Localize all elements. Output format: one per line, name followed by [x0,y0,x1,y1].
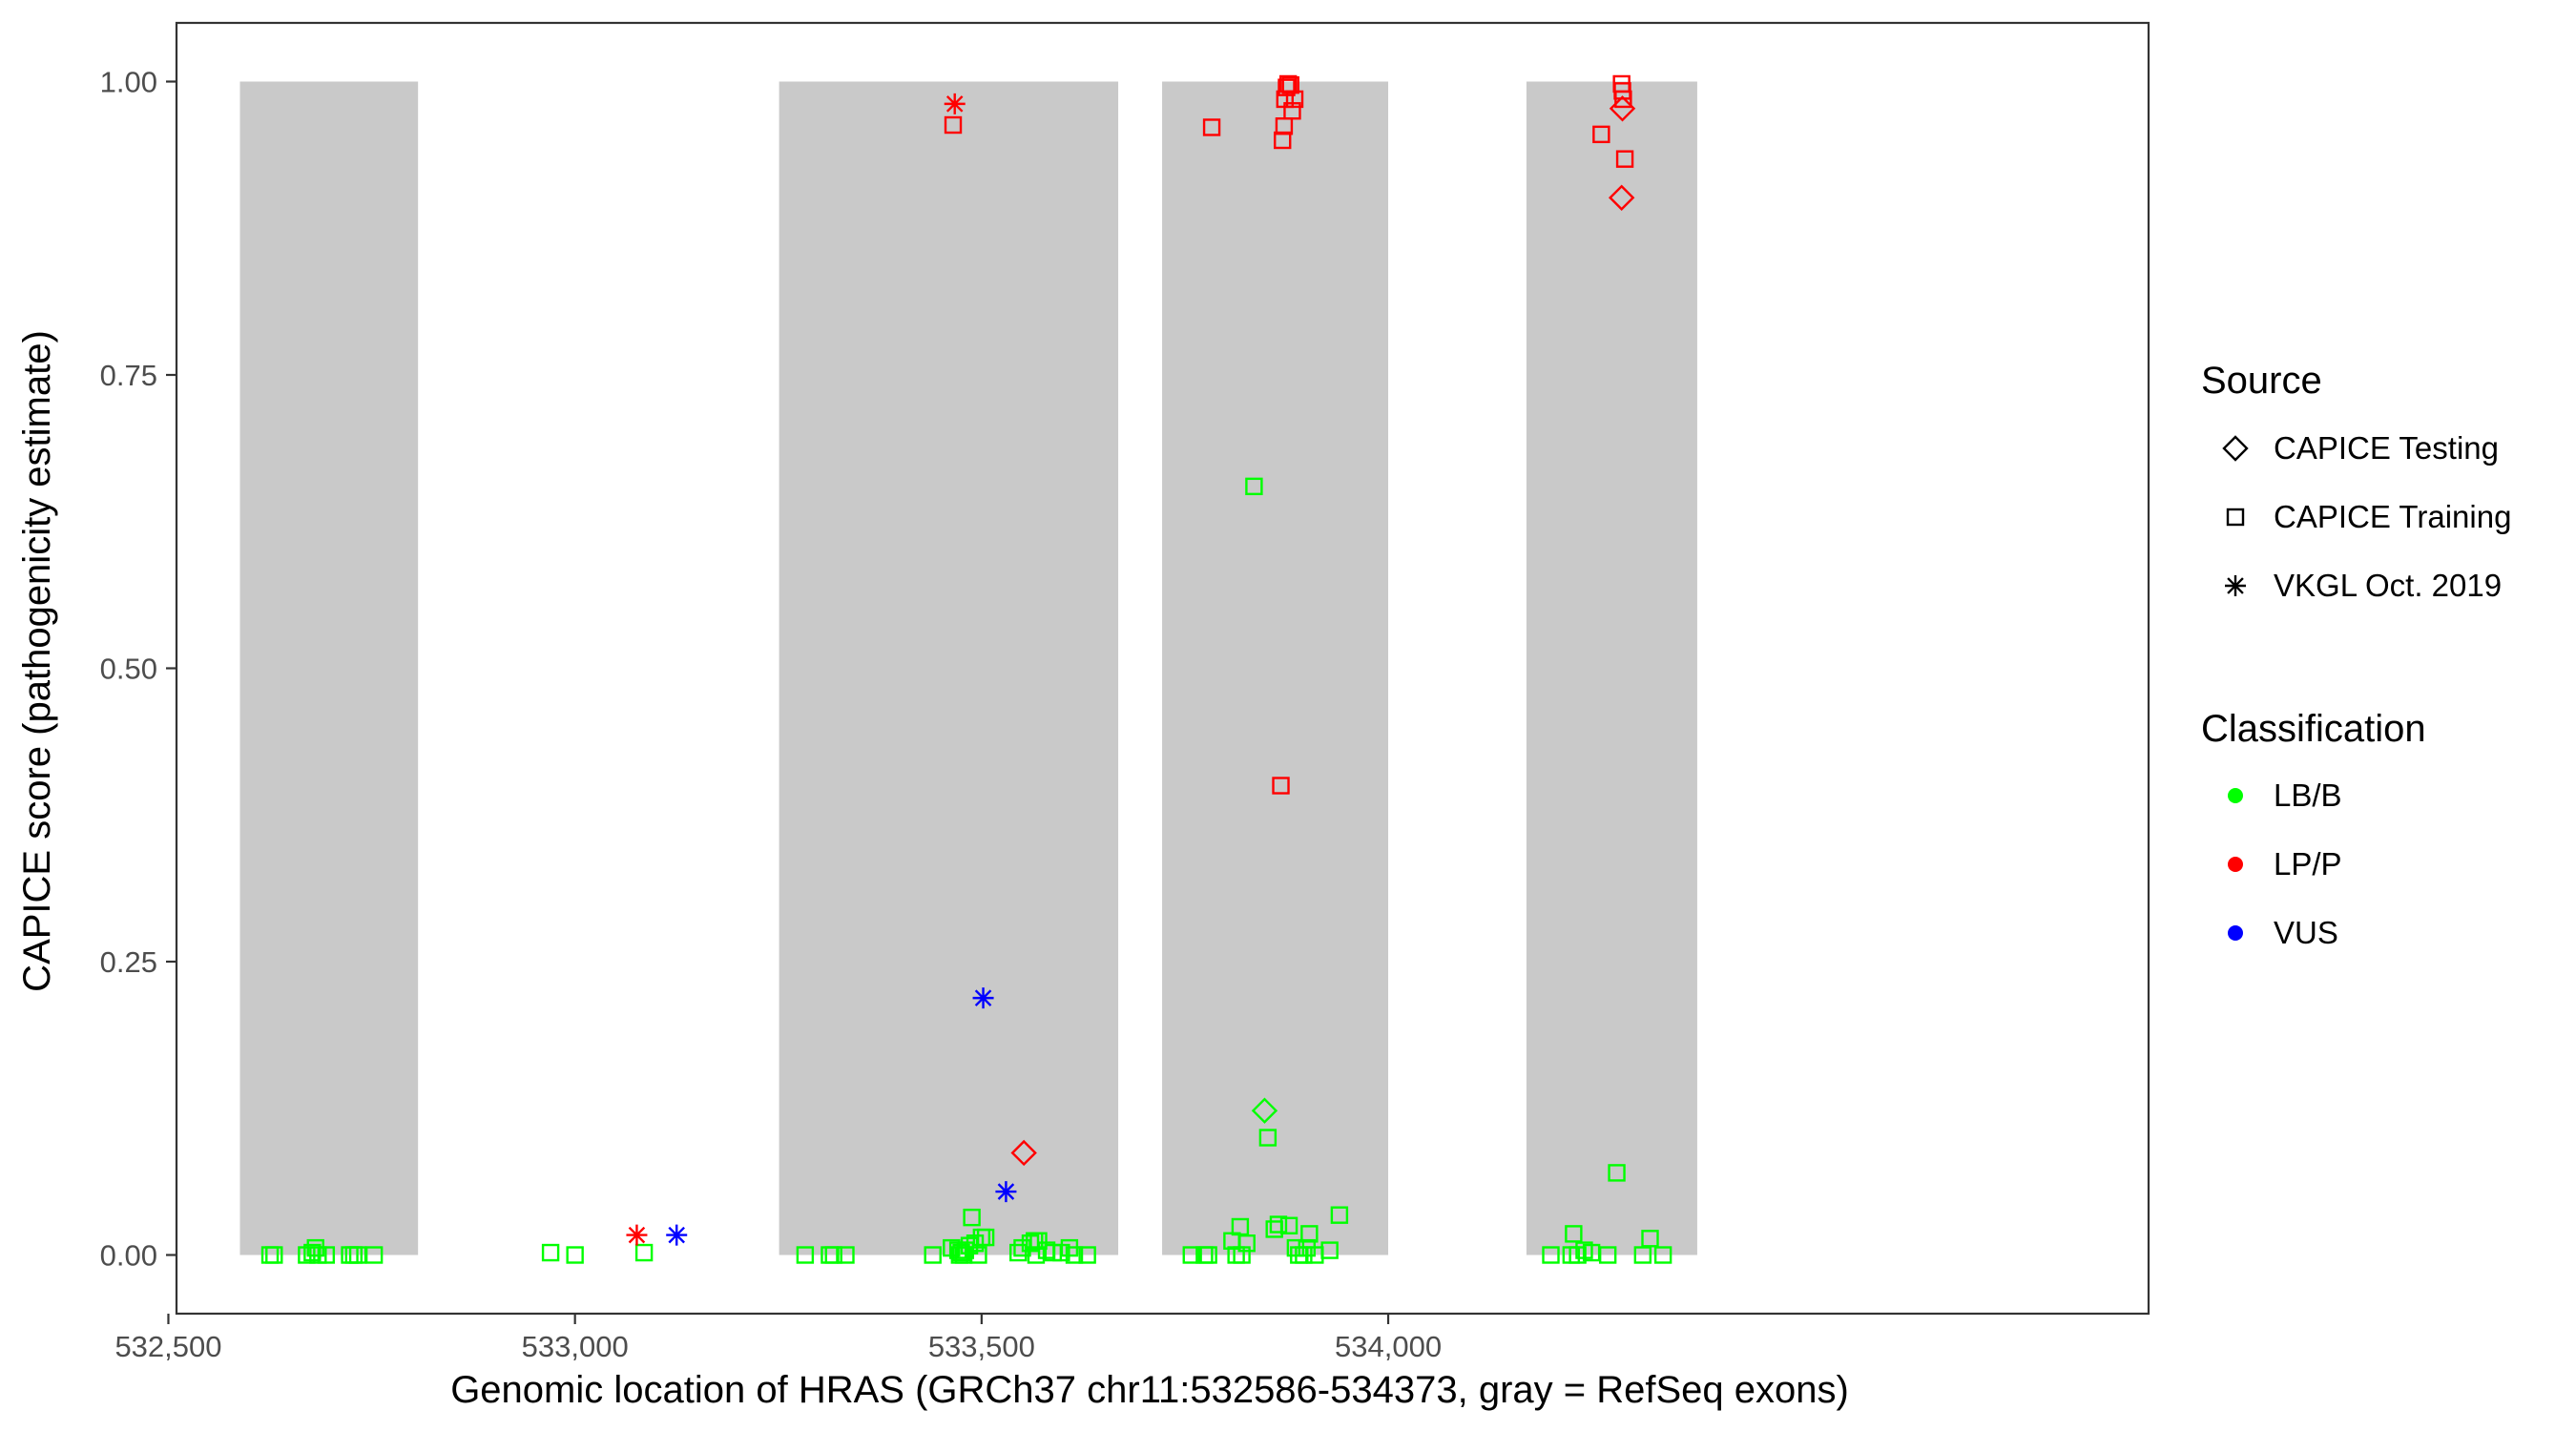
data-point [1279,1216,1298,1234]
data-point [1614,90,1632,109]
data-point [976,1228,995,1247]
data-point [1609,95,1636,122]
exon-band-4 [1526,81,1697,1255]
legend-key-diamond [2222,435,2249,462]
legend-source-title: Source [2201,360,2322,402]
data-point [1202,118,1221,136]
data-point [963,1208,981,1227]
data-point [1542,1246,1560,1264]
data-point [634,1243,654,1262]
data-point [1653,1246,1672,1264]
legend-classification-label: LB/B [2274,778,2342,813]
data-point [1608,184,1635,211]
data-point [1281,75,1299,94]
data-point [995,1181,1017,1203]
data-point [1009,1243,1028,1262]
y-tick-label: 0.00 [100,1239,157,1273]
data-point [1233,1246,1251,1264]
data-point [1065,1246,1084,1264]
legend-source-label: VKGL Oct. 2019 [2274,568,2502,603]
legend-key-dot [2228,788,2243,803]
data-point [1633,1246,1652,1264]
y-tick-label: 0.25 [100,945,157,979]
legend-source-label: CAPICE Training [2274,499,2511,534]
data-point [1274,131,1292,150]
data-point [1231,1217,1250,1236]
legend-key-dot [2228,857,2243,872]
data-point [1565,1225,1583,1243]
y-tick-label: 1.00 [100,66,157,99]
data-point [364,1246,384,1264]
data-points [260,74,1672,1264]
x-tick-label: 534,000 [1335,1330,1442,1363]
y-tick-label: 0.50 [100,653,157,686]
legend-classification: Classification LB/B LP/P VUS [2201,708,2426,950]
legend-classification-title: Classification [2201,708,2426,750]
data-point [1269,1215,1288,1234]
data-point [1598,1246,1617,1264]
data-point [924,1246,942,1264]
x-tick-label: 533,000 [522,1330,629,1363]
data-point [1272,777,1290,795]
data-point [1258,1129,1278,1147]
data-point [1320,1241,1339,1259]
legend-classification-label: VUS [2274,915,2338,950]
data-point [317,1246,336,1264]
data-point [824,1246,842,1264]
data-point [1641,1230,1659,1248]
data-point [1010,1139,1037,1167]
legend-source-label: CAPICE Testing [2274,430,2499,466]
data-point [303,1243,322,1262]
data-point [1592,125,1610,144]
data-point [1300,1225,1319,1243]
data-point [972,987,994,1009]
x-axis-label: Genomic location of HRAS (GRCh37 chr11:5… [450,1369,1849,1411]
data-point [1237,1234,1256,1253]
data-point [265,1246,283,1264]
data-point [1608,1164,1626,1182]
data-point [1027,1246,1046,1264]
data-point [1245,477,1263,496]
data-point [1199,1246,1217,1264]
exon-band-3 [1162,81,1389,1255]
data-point [1283,102,1301,120]
data-point [954,1246,973,1264]
data-point [1251,1097,1278,1124]
y-axis: 0.00 0.25 0.50 0.75 1.00 [100,66,177,1273]
legend-key-star [2225,575,2246,596]
data-point [626,1224,648,1246]
data-point [1285,90,1304,109]
x-tick-label: 533,500 [928,1330,1035,1363]
data-point [796,1246,815,1264]
exon-bands [239,81,1697,1255]
legend-source: Source CAPICE Testing CAPICE Training VKGL… [2201,360,2511,603]
data-point [566,1246,584,1264]
data-point [944,115,963,135]
data-point [1615,150,1634,168]
y-tick-label: 0.75 [100,359,157,392]
data-point [1078,1246,1096,1264]
legend-key-square [2226,508,2245,527]
x-axis: 532,500 533,000 533,500 534,000 [114,1314,1442,1363]
data-point [1182,1246,1200,1264]
legend-key-dot [2228,925,2243,941]
exon-band-2 [779,81,1119,1255]
data-point [837,1246,855,1264]
data-point [944,93,966,114]
data-point [1330,1206,1349,1224]
data-point [541,1243,560,1262]
y-axis-label: CAPICE score (pathogenicity estimate) [16,330,58,992]
x-tick-label: 532,500 [114,1330,221,1363]
exon-band-1 [239,81,419,1255]
legend-classification-label: LP/P [2274,846,2342,881]
data-point [666,1224,688,1246]
